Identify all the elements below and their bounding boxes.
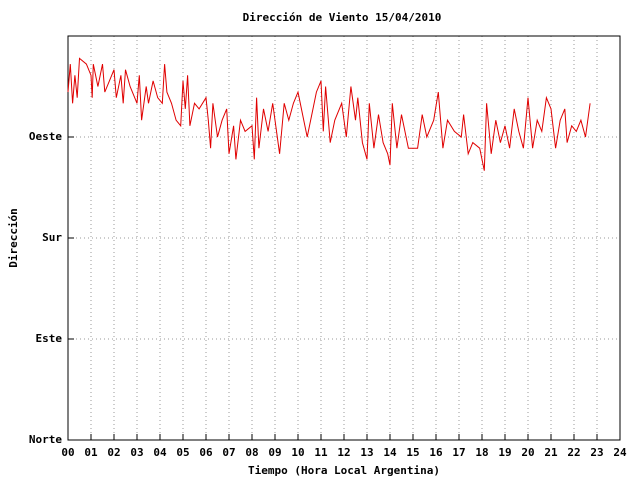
x-tick-label: 06 bbox=[199, 446, 213, 459]
x-tick-label: 03 bbox=[130, 446, 143, 459]
y-tick-label: Oeste bbox=[29, 130, 62, 143]
y-axis-label: Dirección bbox=[7, 208, 20, 268]
x-tick-label: 16 bbox=[429, 446, 443, 459]
x-tick-label: 17 bbox=[452, 446, 465, 459]
x-tick-label: 00 bbox=[61, 446, 74, 459]
x-tick-label: 22 bbox=[567, 446, 580, 459]
x-tick-label: 15 bbox=[406, 446, 419, 459]
y-tick-label: Sur bbox=[42, 231, 62, 244]
x-tick-label: 24 bbox=[613, 446, 627, 459]
x-tick-label: 14 bbox=[383, 446, 397, 459]
x-tick-label: 20 bbox=[521, 446, 534, 459]
chart-title: Dirección de Viento 15/04/2010 bbox=[243, 11, 442, 24]
data-line bbox=[67, 57, 591, 171]
x-tick-label: 23 bbox=[590, 446, 603, 459]
x-tick-label: 09 bbox=[268, 446, 281, 459]
y-tick-label: Norte bbox=[29, 433, 62, 446]
x-tick-label: 13 bbox=[360, 446, 373, 459]
x-tick-label: 05 bbox=[176, 446, 189, 459]
y-tick-label: Este bbox=[36, 332, 63, 345]
x-tick-label: 12 bbox=[337, 446, 350, 459]
x-tick-label: 18 bbox=[475, 446, 488, 459]
x-tick-label: 01 bbox=[84, 446, 98, 459]
x-tick-label: 08 bbox=[245, 446, 258, 459]
x-tick-label: 21 bbox=[544, 446, 558, 459]
x-tick-label: 07 bbox=[222, 446, 235, 459]
x-tick-label: 11 bbox=[314, 446, 328, 459]
x-axis-label: Tiempo (Hora Local Argentina) bbox=[248, 464, 440, 477]
x-tick-label: 10 bbox=[291, 446, 304, 459]
plot-frame bbox=[67, 35, 621, 441]
x-tick-label: 19 bbox=[498, 446, 511, 459]
x-tick-label: 02 bbox=[107, 446, 120, 459]
x-tick-label: 04 bbox=[153, 446, 167, 459]
